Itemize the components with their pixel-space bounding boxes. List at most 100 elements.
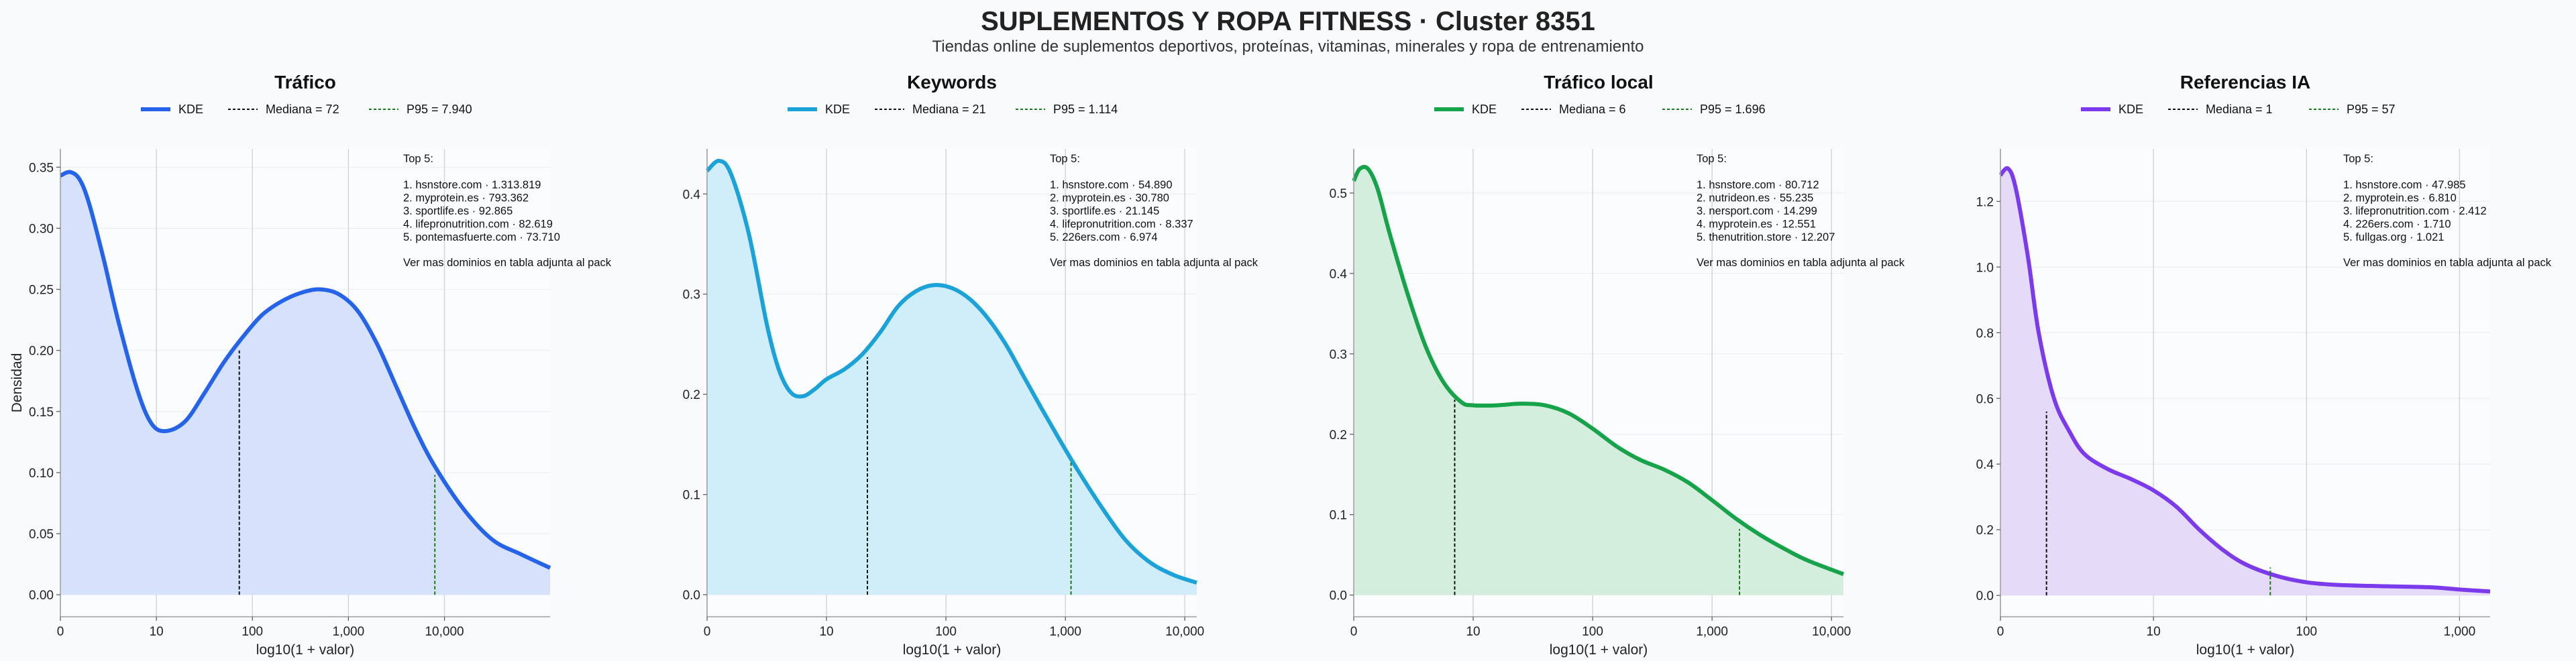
x-axis-label: log10(1 + valor): [256, 642, 355, 658]
top5-title: Top 5:: [1697, 153, 1727, 165]
x-axis-label: log10(1 + valor): [903, 642, 1002, 658]
x-tick-label: 0: [704, 625, 711, 639]
kde-fill: [707, 160, 1197, 595]
y-tick-label: 0.6: [1976, 392, 1994, 406]
panel-title: Tráfico local: [1544, 72, 1653, 93]
top5-item: 4. 226ers.com · 1.710: [2343, 219, 2451, 231]
x-tick-label: 1,000: [2444, 625, 2476, 639]
kde-fill: [60, 172, 550, 595]
top5-item: 2. myprotein.es · 30.780: [1050, 192, 1169, 204]
chart-panel-4: Referencias IA KDE Mediana = 1 P95 = 57 0.0 0…: [1976, 72, 2552, 658]
top5-item: 1. hsnstore.com · 54.890: [1050, 179, 1173, 191]
top5-item: 5. pontemasfuerte.com · 73.710: [403, 231, 560, 243]
y-tick-label: 0.20: [29, 345, 54, 359]
kde-fill: [1354, 166, 1843, 595]
y-tick-label: 0.0: [683, 589, 700, 603]
legend-kde-label: KDE: [2118, 103, 2143, 116]
legend-p95-label: P95 = 1.114: [1053, 103, 1118, 116]
y-tick-label: 0.5: [1330, 187, 1347, 201]
y-tick-label: 0.1: [1330, 509, 1347, 523]
top5-item: 3. sportlife.es · 21.145: [1050, 205, 1159, 217]
chart-panel-3: Tráfico local KDE Mediana = 6 P95 = 1.696 0.…: [1330, 72, 1905, 658]
legend: KDE Mediana = 1 P95 = 57: [2081, 103, 2396, 116]
top5-title: Top 5:: [403, 153, 433, 165]
y-tick-label: 0.25: [29, 284, 54, 298]
page-subtitle: Tiendas online de suplementos deportivos…: [932, 38, 1644, 56]
top5-footnote: Ver mas dominios en tabla adjunta al pac…: [2343, 257, 2552, 269]
top5-item: 2. nutrideon.es · 55.235: [1697, 192, 1813, 204]
top5-footnote: Ver mas dominios en tabla adjunta al pac…: [403, 257, 612, 269]
y-tick-label: 0.4: [1330, 267, 1348, 282]
x-tick-label: 1,000: [1049, 625, 1081, 639]
x-tick-label: 0: [1997, 625, 2004, 639]
panel-title: Referencias IA: [2180, 72, 2311, 93]
kde-line: [1352, 164, 1845, 577]
x-axis-label: log10(1 + valor): [2196, 642, 2295, 658]
top5-item: 5. 226ers.com · 6.974: [1050, 231, 1158, 243]
kde-line: [59, 170, 551, 570]
y-tick-label: 0.30: [29, 222, 54, 236]
panel-title: Keywords: [907, 72, 997, 93]
x-tick-label: 10,000: [1165, 625, 1204, 639]
chart-panel-1: Tráfico KDE Mediana = 72 P95 = 7.940 0.00 0.0…: [9, 72, 612, 658]
y-tick-label: 0.2: [1330, 428, 1347, 442]
kde-line: [1998, 166, 2491, 594]
top5-title: Top 5:: [1050, 153, 1080, 165]
y-axis-label: Densidad: [9, 353, 25, 413]
x-tick-label: 100: [2296, 625, 2317, 639]
legend: KDE Mediana = 6 P95 = 1.696: [1434, 103, 1766, 116]
chart-panel-2: Keywords KDE Mediana = 21 P95 = 1.114 0.0 0.1…: [683, 72, 1258, 658]
x-tick-label: 100: [935, 625, 957, 639]
top5-footnote: Ver mas dominios en tabla adjunta al pac…: [1697, 257, 1905, 269]
y-tick-label: 0.0: [1330, 589, 1347, 603]
top5-item: 3. nersport.com · 14.299: [1697, 205, 1817, 217]
legend: KDE Mediana = 72 P95 = 7.940: [141, 103, 472, 116]
y-tick-label: 0.2: [1976, 524, 1994, 538]
y-tick-label: 0.2: [683, 388, 700, 402]
y-tick-label: 0.0: [1976, 589, 1994, 603]
legend-median-label: Mediana = 1: [2206, 103, 2273, 116]
legend-kde-label: KDE: [825, 103, 850, 116]
kde-fill: [2000, 168, 2490, 596]
legend-p95-label: P95 = 57: [2347, 103, 2396, 116]
page-title: SUPLEMENTOS Y ROPA FITNESS · Cluster 835…: [981, 7, 1595, 36]
y-tick-label: 0.8: [1976, 326, 1994, 341]
top5-title: Top 5:: [2343, 153, 2373, 165]
legend-kde-label: KDE: [178, 103, 203, 116]
y-tick-label: 0.05: [29, 528, 54, 542]
y-tick-label: 0.1: [683, 489, 700, 503]
x-tick-label: 10: [150, 625, 164, 639]
legend-median-label: Mediana = 6: [1559, 103, 1626, 116]
y-tick-label: 1.0: [1976, 261, 1994, 275]
top5-item: 4. lifepronutrition.com · 8.337: [1050, 219, 1193, 231]
x-tick-label: 10: [819, 625, 833, 639]
kde-line: [705, 158, 1197, 585]
legend-kde-label: KDE: [1472, 103, 1497, 116]
y-tick-label: 0.3: [683, 288, 700, 302]
top5-item: 3. sportlife.es · 92.865: [403, 205, 513, 217]
x-tick-label: 0: [1350, 625, 1358, 639]
x-tick-label: 10: [1466, 625, 1480, 639]
top5-item: 1. hsnstore.com · 80.712: [1697, 179, 1819, 191]
top5-item: 5. thenutrition.store · 12.207: [1697, 231, 1835, 243]
legend: KDE Mediana = 21 P95 = 1.114: [788, 103, 1118, 116]
y-tick-label: 0.4: [683, 188, 701, 202]
x-tick-label: 10: [2147, 625, 2161, 639]
top5-item: 4. myprotein.es · 12.551: [1697, 219, 1816, 231]
top5-item: 2. myprotein.es · 793.362: [403, 192, 529, 204]
top5-item: 1. hsnstore.com · 47.985: [2343, 179, 2466, 191]
x-tick-label: 10,000: [1812, 625, 1851, 639]
y-tick-label: 0.10: [29, 467, 54, 481]
top5-item: 3. lifepronutrition.com · 2.412: [2343, 205, 2487, 217]
y-tick-label: 1.2: [1976, 195, 1994, 209]
panel-title: Tráfico: [274, 72, 336, 93]
x-tick-label: 100: [1582, 625, 1603, 639]
x-axis-label: log10(1 + valor): [1550, 642, 1648, 658]
top5-item: 4. lifepronutrition.com · 82.619: [403, 219, 553, 231]
x-tick-label: 10,000: [425, 625, 464, 639]
legend-p95-label: P95 = 1.696: [1700, 103, 1766, 116]
